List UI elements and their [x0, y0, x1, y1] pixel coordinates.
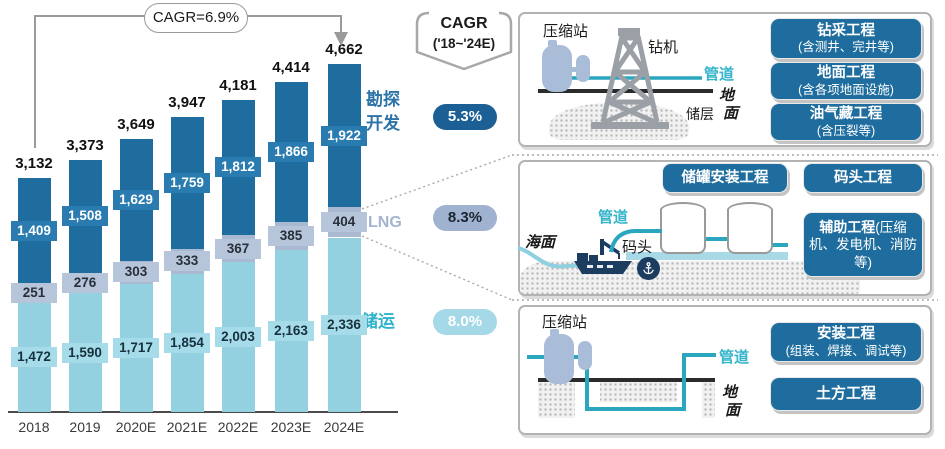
series-label-storage: 储运 — [361, 312, 395, 331]
compressor-tank-small-3 — [578, 341, 592, 370]
x-axis-label-2018: 2018 — [18, 419, 50, 435]
box-surface-engineering: 地面工程 (含各项地面设施) — [770, 62, 922, 100]
bar-value-勘探开发-2021E: 1,759 — [164, 172, 210, 193]
dock-platform — [626, 252, 788, 260]
label-compressor-station-1: 压缩站 — [543, 23, 589, 40]
box-earthwork-engineering: 土方工程 — [770, 377, 922, 411]
box-tank-installation: 储罐安装工程 — [662, 163, 788, 193]
storage-tank-1 — [660, 209, 706, 254]
bar-value-储运-2020E: 1,717 — [113, 337, 159, 358]
compressor-tank-large-3 — [544, 334, 574, 384]
label-pipeline-2: 管道 — [598, 209, 629, 226]
bar-value-储运-2023E: 2,163 — [268, 321, 314, 342]
label-dock: 码头 — [622, 239, 653, 256]
trench-right — [677, 382, 702, 418]
anchor-badge — [637, 257, 660, 280]
label-ground-bottom-1: 面 — [723, 106, 739, 122]
label-compressor-station-3: 压缩站 — [542, 314, 588, 331]
ground-line-3 — [538, 378, 715, 382]
x-axis-label-2019: 2019 — [69, 419, 101, 435]
bar-value-储运-2018: 1,472 — [11, 347, 57, 368]
label-ground-top-1: 地 — [719, 88, 735, 104]
compressor-tank-nub-3 — [550, 329, 559, 336]
overall-cagr-badge: CAGR=6.9% — [144, 3, 248, 33]
label-ground-top-3: 地 — [722, 385, 738, 401]
bar-value-LNG-2018: 251 — [11, 282, 57, 303]
bar-value-LNG-2019: 276 — [62, 272, 108, 293]
compressor-tank-nub — [548, 40, 557, 47]
x-axis-line — [8, 411, 398, 413]
bar-value-储运-2019: 1,590 — [62, 342, 108, 363]
x-axis-label-2023E: 2023E — [270, 419, 312, 435]
box-reservoir-engineering: 油气藏工程 (含压裂等) — [770, 103, 922, 141]
x-axis-label-2020E: 2020E — [115, 419, 157, 435]
compressor-tank-small — [576, 55, 590, 82]
box-dock-engineering: 码头工程 — [803, 163, 923, 193]
bar-value-LNG-2024E: 404 — [321, 212, 367, 233]
label-reservoir: 储层 — [686, 106, 714, 122]
x-axis-label-2022E: 2022E — [217, 419, 259, 435]
bar-value-储运-2024E: 2,336 — [321, 314, 367, 335]
bar-value-储运-2021E: 1,854 — [164, 332, 210, 353]
bar-value-勘探开发-2018: 1,409 — [11, 220, 57, 241]
anchor-icon — [643, 262, 654, 275]
storage-tank-2 — [727, 209, 773, 254]
bar-value-勘探开发-2020E: 1,629 — [113, 190, 159, 211]
drilling-derrick-icon — [591, 28, 669, 129]
label-sea-surface: 海面 — [525, 235, 556, 251]
bar-value-LNG-2023E: 385 — [268, 226, 314, 247]
box-drilling-engineering: 钻采工程 (含测井、完井等) — [770, 18, 922, 59]
bar-value-勘探开发-2022E: 1,812 — [215, 157, 261, 178]
bar-value-勘探开发-2019: 1,508 — [62, 206, 108, 227]
bar-total-2018: 3,132 — [15, 155, 53, 173]
compressor-connector — [570, 67, 579, 72]
label-drill-rig: 钻机 — [648, 39, 679, 56]
bar-value-LNG-2022E: 367 — [215, 238, 261, 259]
label-ground-bottom-3: 面 — [725, 403, 741, 419]
series-label-lng: LNG — [368, 214, 402, 231]
bar-value-LNG-2020E: 303 — [113, 262, 159, 283]
label-pipeline-3: 管道 — [719, 349, 750, 366]
bar-value-储运-2022E: 2,003 — [215, 327, 261, 348]
cagr-pill-storage: 8.0% — [433, 309, 497, 335]
x-axis-label-2024E: 2024E — [323, 419, 365, 435]
box-auxiliary-engineering: 辅助工程(压缩机、发电机、消防等) — [803, 212, 923, 277]
label-pipeline-1: 管道 — [704, 66, 735, 83]
ground-texture — [549, 103, 689, 140]
compressor-tank-large — [542, 45, 572, 92]
cagr-pill-exploration: 5.3% — [433, 104, 497, 130]
x-axis-label-2021E: 2021E — [166, 419, 208, 435]
box-installation-engineering: 安装工程 (组装、焊接、调试等) — [770, 322, 922, 362]
bar-value-LNG-2021E: 333 — [164, 251, 210, 272]
lng-ship-icon — [574, 239, 632, 274]
series-label-exploration: 勘探 开发 — [366, 90, 400, 133]
